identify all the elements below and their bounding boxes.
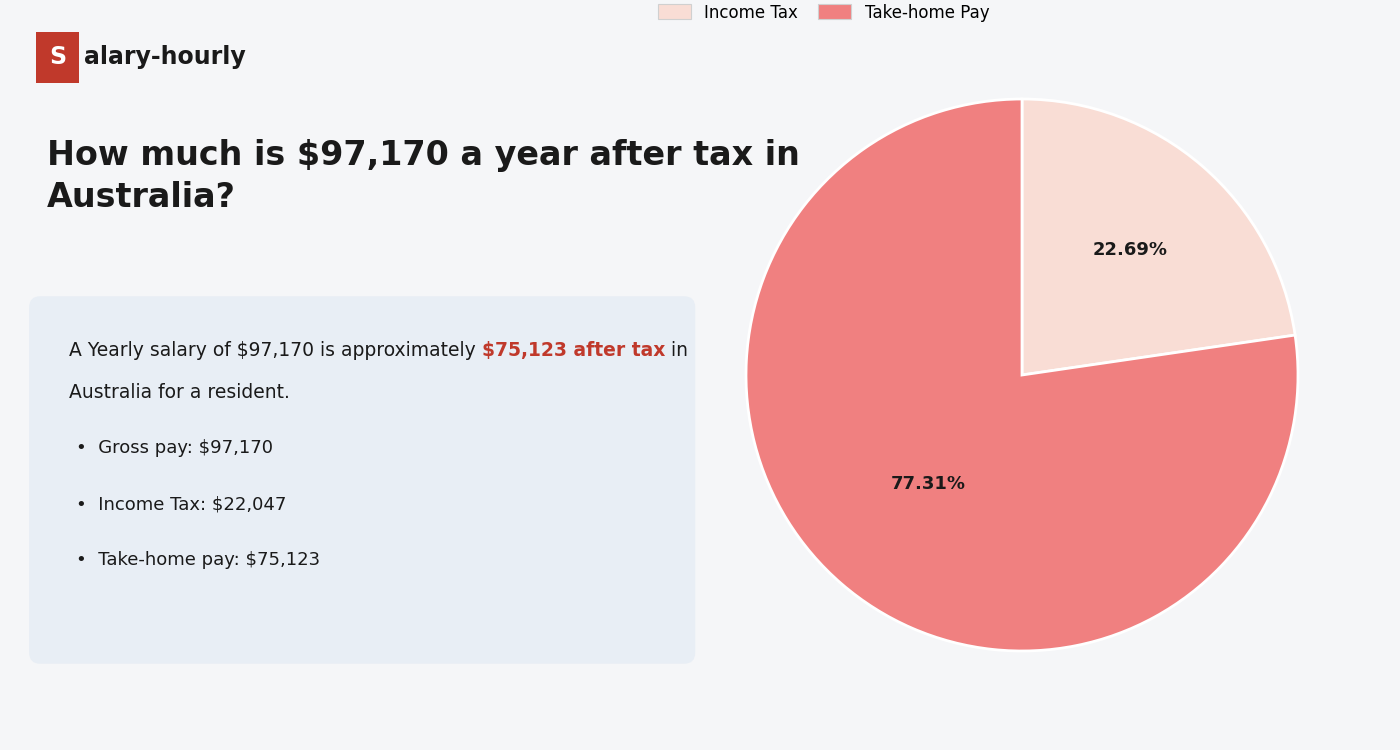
Text: Australia for a resident.: Australia for a resident.: [69, 382, 290, 401]
Wedge shape: [746, 99, 1298, 651]
Text: •  Income Tax: $22,047: • Income Tax: $22,047: [77, 495, 287, 513]
Text: 77.31%: 77.31%: [890, 475, 966, 493]
Text: A Yearly salary of $97,170 is approximately: A Yearly salary of $97,170 is approximat…: [69, 341, 482, 360]
FancyBboxPatch shape: [36, 32, 78, 83]
Text: How much is $97,170 a year after tax in
Australia?: How much is $97,170 a year after tax in …: [48, 139, 801, 214]
Text: •  Take-home pay: $75,123: • Take-home pay: $75,123: [77, 551, 321, 569]
FancyBboxPatch shape: [29, 296, 696, 664]
Text: 22.69%: 22.69%: [1093, 241, 1168, 259]
Wedge shape: [1022, 99, 1295, 375]
Text: S: S: [49, 45, 66, 69]
Text: $75,123 after tax: $75,123 after tax: [482, 341, 665, 360]
Text: alary-hourly: alary-hourly: [84, 45, 245, 69]
Legend: Income Tax, Take-home Pay: Income Tax, Take-home Pay: [651, 0, 995, 28]
Text: •  Gross pay: $97,170: • Gross pay: $97,170: [77, 439, 273, 457]
Text: in: in: [665, 341, 689, 360]
